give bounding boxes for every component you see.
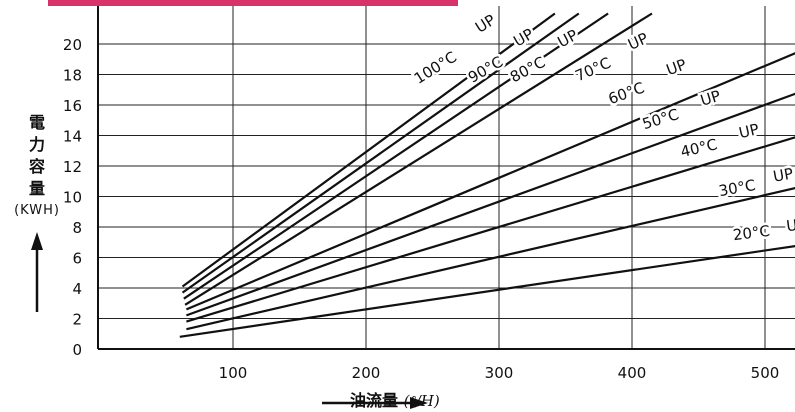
title-banner <box>48 0 458 6</box>
y-tick-label: 8 <box>72 219 82 237</box>
x-axis-label: 油流量 (ℓ/H) <box>350 387 440 411</box>
y-tick-label: 4 <box>72 280 82 298</box>
series-label-up: UP <box>472 11 499 37</box>
series-line <box>184 12 653 306</box>
series-line <box>185 52 795 311</box>
series-label-degree: 50°C <box>640 105 681 133</box>
series-label-up: UP <box>772 164 795 185</box>
chart-arrows <box>31 232 428 409</box>
y-tick-label: 18 <box>63 67 82 85</box>
y-axis-label-char: 力 <box>28 135 45 154</box>
y-tick-label: 2 <box>72 311 82 329</box>
y-axis-arrow-head <box>31 232 43 250</box>
series-label-up: UP <box>698 87 722 110</box>
chart-series <box>179 12 795 338</box>
chart-ticks: 0 2 4 6 8 10 12 14 16 18 20 100 200 300 400 500 <box>63 36 779 382</box>
y-tick-label: 6 <box>72 250 82 268</box>
series-label-up: UP <box>785 215 795 235</box>
series-line <box>181 12 556 288</box>
x-tick-label: 500 <box>751 364 780 382</box>
series-line <box>181 12 580 294</box>
y-axis-label-char: 電 <box>28 113 45 132</box>
series-label-degree: 40°C <box>679 135 719 161</box>
series-label-up: UP <box>664 55 689 79</box>
x-axis-title: 油流量 <box>350 391 399 410</box>
y-tick-label: 14 <box>63 128 82 146</box>
chart-grid <box>98 6 795 349</box>
x-tick-label: 400 <box>618 364 647 382</box>
series-label-degree: 90°C <box>465 53 506 87</box>
y-tick-label: 20 <box>63 36 82 54</box>
y-tick-label: 0 <box>72 341 82 359</box>
y-axis-label: 電 力 容 量 (KWH) <box>14 112 59 222</box>
y-axis-label-char: 量 <box>28 179 45 198</box>
x-tick-label: 300 <box>485 364 514 382</box>
chart-axes <box>97 6 795 350</box>
y-tick-label: 10 <box>63 189 82 207</box>
y-axis-label-char: 容 <box>28 157 45 176</box>
y-tick-label: 12 <box>63 158 82 176</box>
series-line <box>183 12 609 300</box>
x-axis-unit: (ℓ/H) <box>403 392 440 410</box>
series-line <box>186 136 795 323</box>
x-tick-label: 200 <box>352 364 381 382</box>
series-line <box>186 92 795 317</box>
series-label-up: UP <box>737 120 761 142</box>
x-tick-label: 100 <box>219 364 248 382</box>
y-tick-label: 16 <box>63 97 82 115</box>
y-axis-unit: (KWH) <box>14 203 60 218</box>
series-label-up: UP <box>625 29 651 54</box>
x-axis-arrow-head <box>410 397 428 409</box>
series-label-degree: 60°C <box>606 79 647 109</box>
series-line <box>186 187 795 331</box>
series-line <box>179 244 795 338</box>
series-label-degree: 100°C <box>411 48 460 88</box>
